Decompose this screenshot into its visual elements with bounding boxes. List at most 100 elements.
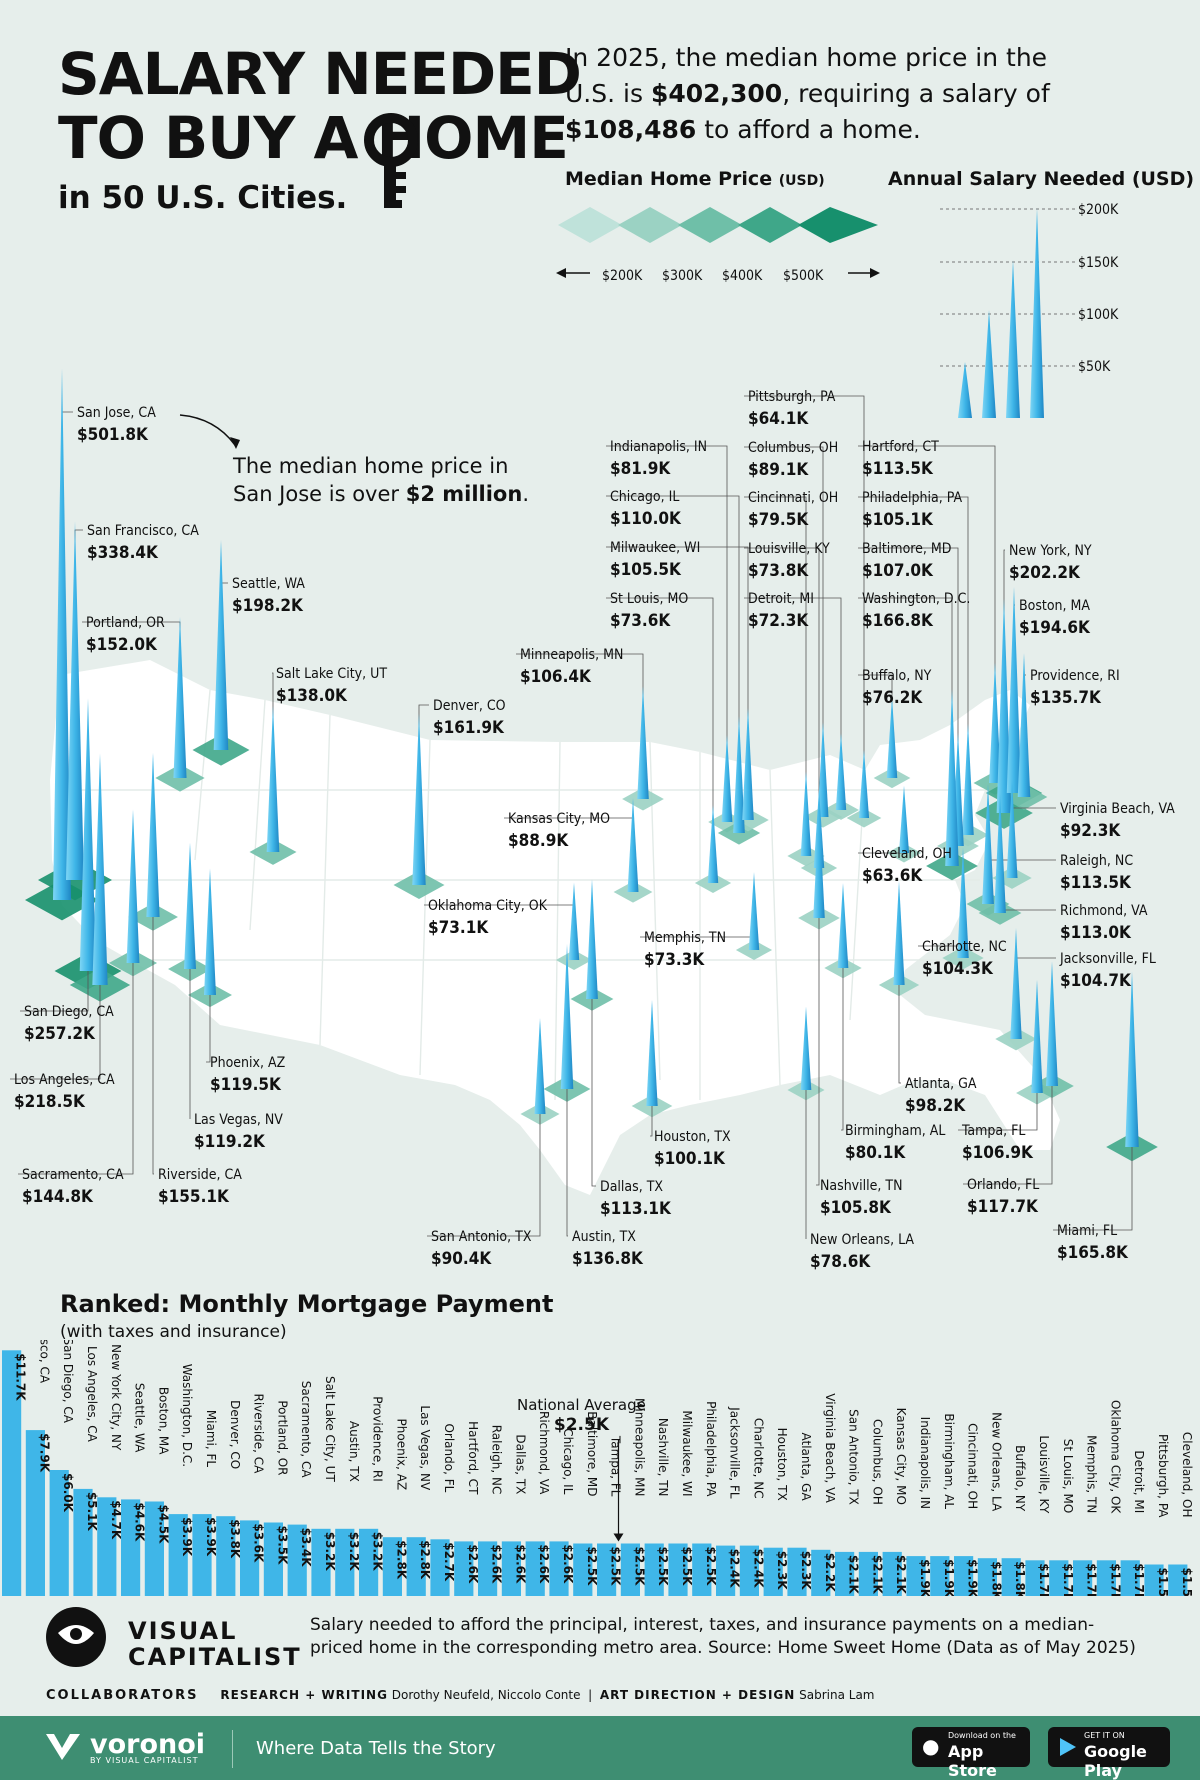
bar-city-label: Miami, FL — [204, 1410, 218, 1468]
mortgage-bar — [406, 1537, 426, 1596]
bar-city-label: Atlanta, GA — [799, 1432, 813, 1501]
city-name: Providence, RI — [1030, 668, 1120, 684]
city-label: Columbus, OH $89.1K — [748, 439, 838, 479]
salary-spike — [994, 793, 1006, 913]
bar-value-label: $2.1K — [870, 1555, 884, 1595]
bar-city-label: New Orleans, LA — [989, 1412, 1003, 1512]
intro-part: In 2025, the median home price in the U.… — [565, 43, 1048, 108]
city-label: Raleigh, NC $113.5K — [1060, 852, 1133, 892]
salary-spike — [412, 713, 426, 885]
apple-icon: ● — [922, 1734, 940, 1758]
salary-spike — [837, 883, 849, 968]
bar-value-label: $3.9K — [204, 1517, 218, 1557]
national-average-value: $2.5K — [553, 1415, 609, 1435]
bar-value-label: $4.6K — [133, 1502, 147, 1542]
city-name: Detroit, MI — [748, 591, 814, 607]
salary-value: $104.7K — [1060, 971, 1131, 991]
bar-value-label: $3.5K — [275, 1526, 289, 1566]
leader-line — [744, 446, 824, 784]
salary-value: $64.1K — [748, 409, 809, 429]
bar-value-label: $1.9K — [966, 1559, 980, 1596]
salary-value: $88.9K — [508, 831, 569, 851]
city-label: Cleveland, OH $63.6K — [862, 845, 952, 885]
bar-value-label: $1.5K — [1156, 1568, 1170, 1597]
bar-city-label: Chicago, IL — [561, 1428, 575, 1494]
leader-line — [858, 547, 959, 807]
bar-value-label: $1.5K — [1180, 1568, 1194, 1597]
google-play-button[interactable]: GET IT ON Google Play — [1048, 1727, 1170, 1780]
voronoi-brand[interactable]: voronoi BY VISUAL CAPITALIST — [90, 1729, 205, 1765]
bar-city-label: Philadelphia, PA — [704, 1401, 718, 1497]
google-play-icon — [1060, 1738, 1076, 1756]
salary-value: $105.8K — [820, 1198, 891, 1218]
mortgage-bar — [311, 1528, 331, 1596]
city-name: Salt Lake City, UT — [276, 666, 388, 682]
bar-value-label: $3.2K — [323, 1532, 337, 1572]
leader-line — [963, 1042, 1053, 1185]
mortgage-bar — [2, 1350, 22, 1596]
city-label: Birmingham, AL $80.1K — [845, 1122, 945, 1162]
voronoi-wordmark: voronoi — [90, 1729, 206, 1760]
leader-line — [898, 948, 901, 1084]
city-name: Phoenix, AZ — [210, 1055, 286, 1071]
bar-city-label: Phoenix, AZ — [394, 1419, 408, 1491]
salary-spike — [560, 943, 574, 1089]
mortgage-bar — [739, 1545, 759, 1596]
key-icon — [364, 113, 418, 208]
intro-part: , requiring a salary of — [782, 79, 1050, 108]
bar-city-label: Providence, RI — [371, 1396, 385, 1482]
city-label: San Antonio, TX $90.4K — [431, 1228, 531, 1268]
city-label: Tampa, FL $106.9K — [962, 1122, 1033, 1162]
city-name: Indianapolis, IN — [610, 439, 708, 455]
city-label: Louisville, KY $73.8K — [748, 540, 830, 580]
intro-part: to afford a home. — [696, 115, 921, 144]
price-legend-diamond — [678, 207, 742, 243]
bar-value-label: $2.3K — [799, 1551, 813, 1591]
arrow-right-icon — [870, 268, 880, 278]
city-label: Jacksonville, FL $104.7K — [1060, 950, 1156, 990]
bar-value-label: $2.5K — [656, 1547, 670, 1587]
bar-city-label: Kansas City, MO — [894, 1408, 908, 1505]
bar-value-label: $1.7K — [1108, 1563, 1122, 1596]
mortgage-bar — [478, 1541, 498, 1596]
city-label: Boston, MA $194.6K — [1019, 597, 1090, 637]
salary-spike — [1017, 653, 1031, 797]
mortgage-bar — [359, 1528, 379, 1596]
salary-spike — [989, 662, 1001, 783]
leader-line — [591, 957, 596, 1187]
bar-value-label: $1.9K — [942, 1559, 956, 1596]
city-name: Oklahoma City, OK — [428, 898, 547, 914]
salary-spike — [893, 880, 905, 985]
salary-spike — [184, 842, 196, 969]
salary-spike — [204, 868, 216, 995]
salary-tick: $100K — [1078, 307, 1119, 323]
mortgage-bar — [930, 1556, 950, 1596]
leader-line — [858, 496, 969, 797]
salary-spike — [637, 686, 649, 799]
salary-spike — [945, 689, 959, 866]
collaborators-label: COLLABORATORS — [46, 1688, 199, 1703]
bar-city-label: Hartford, CT — [466, 1421, 480, 1495]
city-name: San Jose, CA — [77, 405, 156, 421]
city-name: Atlanta, GA — [905, 1076, 977, 1092]
salary-spike — [800, 771, 812, 856]
bar-city-label: Memphis, TN — [1085, 1435, 1099, 1513]
salary-value: $138.0K — [276, 686, 347, 706]
mortgage-bar — [620, 1543, 640, 1596]
city-label: Kansas City, MO $88.9K — [508, 810, 610, 850]
intro-salary: $108,486 — [565, 115, 697, 144]
mortgage-bar-chart: $11.7KSan Jose, CA$7.9KSan Francisco, CA… — [2, 1340, 1194, 1597]
price-tick: $400K — [722, 268, 763, 284]
bar-city-label: Salt Lake City, UT — [323, 1376, 337, 1483]
mortgage-bar — [763, 1547, 783, 1596]
mortgage-bar — [25, 1430, 45, 1596]
bar-city-label: Austin, TX — [347, 1421, 361, 1482]
city-label: Minneapolis, MN $106.4K — [520, 646, 623, 686]
city-name: Los Angeles, CA — [14, 1072, 115, 1088]
voronoi-sub: BY VISUAL CAPITALIST — [90, 1756, 199, 1765]
price-legend-diamonds — [556, 207, 880, 278]
city-label: St Louis, MO $73.6K — [610, 590, 688, 630]
salary-spike — [817, 722, 829, 817]
app-store-button[interactable]: ● Download on the App Store — [912, 1727, 1030, 1780]
salary-value: $106.4K — [520, 667, 591, 687]
